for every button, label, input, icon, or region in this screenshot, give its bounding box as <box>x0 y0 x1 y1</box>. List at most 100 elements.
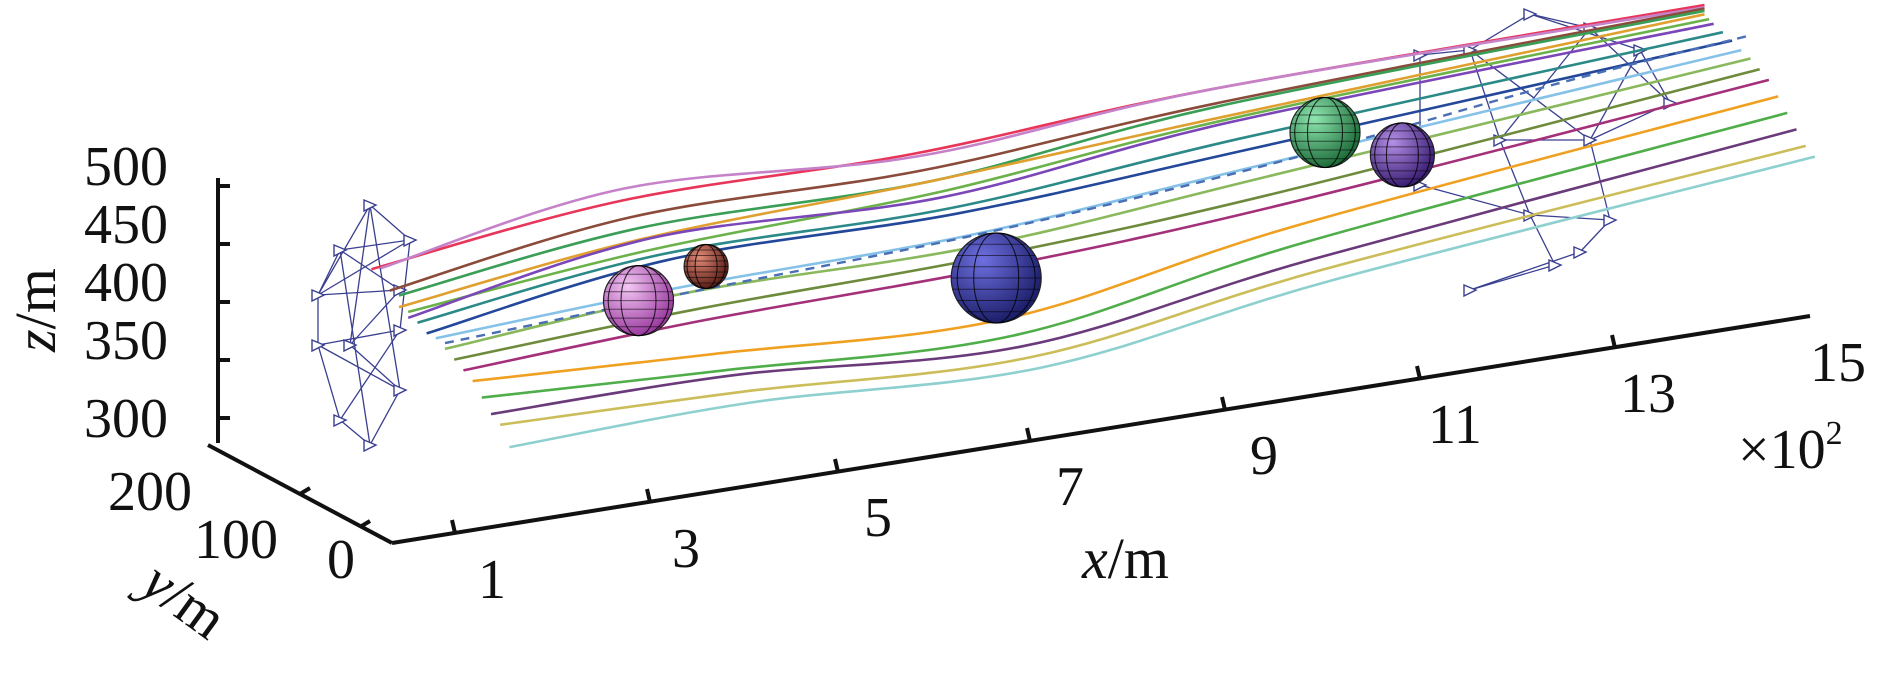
trajectory-line <box>389 7 1705 292</box>
x-axis-line <box>391 314 1811 545</box>
uav-marker <box>311 288 326 303</box>
uav-marker <box>403 233 418 248</box>
y-tick-label: 100 <box>194 509 278 571</box>
z-tick-label: 500 <box>84 136 168 198</box>
mesh-edge <box>317 239 411 296</box>
start-formation-wireframe <box>311 198 418 453</box>
x-tick-mark <box>1025 427 1032 442</box>
z-tick-label: 450 <box>84 194 168 256</box>
mesh-edge <box>369 204 401 391</box>
mesh-edge <box>369 389 401 446</box>
y-tick-labels: 200 100 0 <box>108 461 355 591</box>
x-tick-label: 5 <box>864 487 892 549</box>
trajectory-line <box>417 30 1724 324</box>
mesh-edge <box>317 344 401 391</box>
x-tick-label: 11 <box>1428 394 1482 456</box>
mesh-edge <box>1469 264 1556 291</box>
mesh-edge <box>339 249 401 291</box>
trajectory-line <box>380 6 1705 270</box>
mesh-edge <box>339 249 371 446</box>
obstacle-sphere <box>1289 96 1361 169</box>
sphere-grid-meridian <box>1374 122 1431 188</box>
trajectory-line <box>371 3 1705 271</box>
trajectory-line <box>481 111 1788 399</box>
obstacle-sphere <box>683 243 729 290</box>
mesh-edge <box>349 204 371 346</box>
trajectory-line <box>509 155 1816 449</box>
uav-marker <box>1523 7 1538 22</box>
obstacle-sphere <box>950 232 1042 324</box>
z-tick-label: 300 <box>84 388 168 450</box>
x-axis-ticks <box>450 334 1617 534</box>
x-axis-title-var: x <box>1081 526 1108 591</box>
mesh-edge <box>1419 49 1471 56</box>
x-tick-mark <box>1415 365 1422 380</box>
obstacle-sphere <box>602 265 675 337</box>
mesh-edge <box>339 239 411 251</box>
obstacles <box>602 96 1436 337</box>
sphere-grid-meridian <box>1294 97 1356 168</box>
x-tick-mark <box>1610 334 1617 349</box>
uav-marker <box>1463 283 1478 298</box>
x-tick-label: 1 <box>478 549 506 611</box>
z-axis-title-var: z <box>3 329 68 353</box>
x-axis-title: x/m <box>1081 526 1169 591</box>
x-tick-label: 3 <box>672 518 700 580</box>
x-tick-label: 7 <box>1056 456 1084 518</box>
mesh-edge <box>317 329 401 346</box>
mesh-edge <box>317 289 401 296</box>
trajectory-series <box>371 3 1816 449</box>
obstacle-sphere <box>1369 122 1436 188</box>
uav-marker <box>1583 133 1598 148</box>
uav-marker <box>333 243 348 258</box>
uav-marker <box>311 338 326 353</box>
trajectory-line <box>407 22 1714 320</box>
x-tick-labels: 1 3 5 7 9 11 13 15 <box>478 332 1866 611</box>
x-tick-mark <box>833 458 840 473</box>
trajectory-line <box>472 95 1779 383</box>
trajectory-line <box>407 17 1710 314</box>
mesh-edge <box>349 344 401 391</box>
sphere-grid-meridian <box>607 265 670 337</box>
uav-marker <box>393 323 408 338</box>
x-tick-mark <box>1220 396 1227 411</box>
mesh-edge <box>317 344 341 421</box>
x-multiplier-exponent: 2 <box>1826 415 1843 452</box>
uav-marker <box>1548 258 1563 273</box>
uav-marker <box>1603 213 1618 228</box>
z-axis-title-unit: /m <box>3 268 68 329</box>
mesh-edge <box>1419 184 1531 216</box>
uav-marker <box>393 383 408 398</box>
z-tick-labels: 500 450 400 350 300 <box>84 136 168 450</box>
y-axis-ticks <box>298 486 372 529</box>
mesh-edge <box>349 289 401 346</box>
x-axis-multiplier: ×102 <box>1738 415 1843 481</box>
x-multiplier-base: ×10 <box>1738 419 1826 481</box>
z-tick-label: 350 <box>84 310 168 372</box>
x-tick-label: 9 <box>1250 425 1278 487</box>
x-tick-label: 13 <box>1620 363 1676 425</box>
x-tick-mark <box>645 488 652 503</box>
uav-marker <box>343 338 358 353</box>
trajectory-line <box>426 39 1733 335</box>
uav-marker <box>1573 245 1588 260</box>
x-tick-mark <box>450 519 457 534</box>
sphere-grid-meridian <box>956 232 1036 324</box>
mesh-edge <box>339 329 401 421</box>
trajectory-line <box>500 144 1807 427</box>
z-axis-title: z/m <box>3 268 68 353</box>
z-axis-ticks <box>218 184 230 420</box>
y-tick-label: 0 <box>327 529 355 591</box>
y-tick-label: 200 <box>108 461 192 523</box>
uav-marker <box>363 198 378 213</box>
trajectory-line <box>398 13 1705 309</box>
y-tick-mark <box>358 519 372 529</box>
uav-marker <box>363 438 378 453</box>
y-tick-mark <box>298 486 312 496</box>
mesh-edge <box>1589 139 1611 221</box>
x-tick-label: 15 <box>1810 332 1866 394</box>
uav-marker <box>333 413 348 428</box>
mesh-edge <box>317 249 341 296</box>
mesh-edge <box>1469 251 1581 291</box>
